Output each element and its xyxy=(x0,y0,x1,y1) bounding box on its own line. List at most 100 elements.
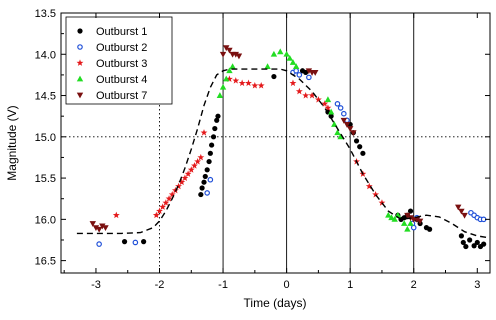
data-point xyxy=(277,48,284,55)
data-point xyxy=(467,237,473,243)
x-tick-label: 2 xyxy=(411,279,417,291)
plot-frame xyxy=(60,12,491,274)
data-point xyxy=(455,204,462,211)
data-point xyxy=(184,170,192,177)
data-point xyxy=(463,243,469,250)
data-point xyxy=(404,212,411,219)
x-tick-label: -3 xyxy=(91,279,101,291)
data-point xyxy=(410,224,417,231)
data-point xyxy=(327,108,335,115)
legend-box xyxy=(65,16,173,105)
data-point xyxy=(471,243,477,249)
data-point xyxy=(305,68,313,75)
legend-marker xyxy=(76,92,84,99)
data-point xyxy=(357,144,363,150)
data-point xyxy=(219,51,227,58)
x-tick-label: 0 xyxy=(284,279,290,291)
data-point xyxy=(407,220,414,226)
data-point xyxy=(296,72,303,78)
data-point xyxy=(245,79,252,87)
data-point xyxy=(458,208,465,215)
y-tick-label: 14.0 xyxy=(35,49,56,61)
data-point xyxy=(271,73,277,80)
data-point xyxy=(270,50,278,57)
data-point xyxy=(461,212,468,219)
data-point xyxy=(210,134,217,140)
data-point xyxy=(156,207,163,215)
data-point xyxy=(206,158,212,165)
data-point xyxy=(286,54,293,61)
x-axis-label: Time (days) xyxy=(244,296,307,310)
data-point xyxy=(328,113,334,119)
legend-label: Outburst 2 xyxy=(96,42,147,54)
data-point xyxy=(178,178,186,186)
y-tick-label: 13.5 xyxy=(35,8,56,20)
data-point xyxy=(152,211,160,219)
data-point xyxy=(216,92,224,98)
data-point xyxy=(92,225,100,232)
data-point xyxy=(337,105,344,111)
data-point xyxy=(200,129,208,136)
data-point xyxy=(324,104,332,111)
data-point xyxy=(365,182,373,190)
legend-label: Outburst 3 xyxy=(96,58,147,70)
data-point xyxy=(346,126,354,132)
data-point xyxy=(388,214,395,221)
data-point xyxy=(321,100,329,107)
data-point xyxy=(95,226,103,233)
data-point xyxy=(289,59,297,65)
data-point xyxy=(204,190,210,196)
data-point xyxy=(264,63,271,70)
data-point xyxy=(204,167,210,173)
legend-marker xyxy=(76,75,84,82)
data-point xyxy=(223,45,230,52)
data-point xyxy=(226,75,233,82)
data-point xyxy=(194,157,202,165)
data-point xyxy=(391,215,398,222)
legend-marker xyxy=(77,28,83,34)
data-point xyxy=(232,77,240,84)
data-point xyxy=(226,67,233,74)
data-point xyxy=(102,225,109,232)
data-point xyxy=(207,150,213,156)
data-point xyxy=(458,233,464,239)
data-point xyxy=(407,208,414,214)
data-point xyxy=(187,166,195,173)
data-point xyxy=(292,63,300,70)
data-point xyxy=(238,79,246,87)
series-outburst-2 xyxy=(96,67,487,247)
data-point xyxy=(201,179,207,185)
data-point xyxy=(198,191,204,198)
legend-marker xyxy=(76,59,84,66)
data-point xyxy=(112,211,120,219)
data-point xyxy=(341,110,347,117)
data-point xyxy=(308,91,316,99)
data-point xyxy=(251,82,259,89)
data-point xyxy=(89,221,96,227)
data-point xyxy=(209,142,215,148)
data-point xyxy=(394,211,402,218)
data-point xyxy=(306,74,312,81)
data-point xyxy=(229,63,236,70)
data-point xyxy=(312,70,319,76)
legend: Outburst 1 Outburst 2 Outburst 3 Outburst 4… xyxy=(65,16,173,105)
data-point xyxy=(207,176,214,183)
y-tick-label: 16.5 xyxy=(35,256,56,268)
data-point xyxy=(162,199,170,206)
data-point xyxy=(159,203,167,210)
data-point xyxy=(121,239,128,245)
legend-label: Outburst 7 xyxy=(96,90,147,102)
data-point xyxy=(132,239,139,246)
data-point xyxy=(215,113,221,119)
data-point xyxy=(334,129,341,136)
x-tick-label: 3 xyxy=(474,279,480,291)
data-point xyxy=(293,67,299,74)
y-tick-label: 15.0 xyxy=(35,132,56,144)
data-point xyxy=(350,130,357,137)
data-point xyxy=(460,239,466,246)
data-point xyxy=(314,96,322,103)
data-point xyxy=(331,121,338,127)
data-point xyxy=(235,53,243,60)
data-point xyxy=(202,173,208,180)
data-point xyxy=(141,239,147,245)
